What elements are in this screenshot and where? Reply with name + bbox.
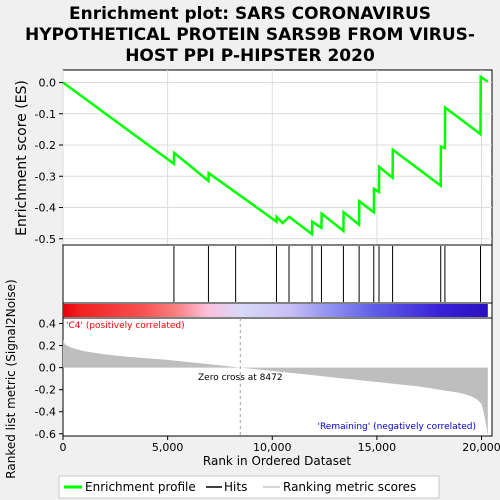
title-line-2: HYPOTHETICAL PROTEIN SARS9B FROM VIRUS- <box>25 25 475 45</box>
hits-area <box>62 244 493 304</box>
ranking-y-tick-label: 0.0 <box>39 362 57 375</box>
enrichment-y-tick-label: -0.4 <box>35 202 56 215</box>
legend-enrichment-label: Enrichment profile <box>85 480 196 494</box>
enrichment-gridlines <box>62 70 492 245</box>
x-tick-label: 0 <box>60 441 67 454</box>
x-tick-label: 20,000 <box>462 441 500 454</box>
enrichment-panel: 0.0 -0.1 -0.2 -0.3 -0.4 -0.5 <box>35 69 493 246</box>
negative-correlation-label: 'Remaining' (negatively correlated) <box>317 422 476 432</box>
positive-correlation-label: 'C4' (positively correlated) <box>66 321 185 331</box>
legend-ranking-label: Ranking metric scores <box>283 480 416 494</box>
ranking-y-tick-label: 0.2 <box>39 340 57 353</box>
x-tick-label: 5,000 <box>152 441 184 454</box>
legend: Enrichment profile Hits Ranking metric s… <box>58 475 440 499</box>
enrichment-y-tick-label: -0.1 <box>35 108 56 121</box>
ranking-y-axis-label: Ranked list metric (Signal2Noise) <box>4 279 18 478</box>
zero-cross-label: Zero cross at 8472 <box>198 373 283 383</box>
enrichment-profile-line <box>62 74 489 237</box>
legend-hits-label: Hits <box>224 480 247 494</box>
enrichment-y-tick-label: 0.0 <box>39 77 57 90</box>
ranking-metric-panel: 0.4 0.2 0.0 -0.2 -0.4 -0.6 'C4' (positively c… <box>35 317 493 441</box>
enrichment-y-axis: 0.0 -0.1 -0.2 -0.3 -0.4 -0.5 <box>35 77 63 246</box>
enrichment-y-axis-label: Enrichment score (ES) <box>14 80 30 236</box>
x-axis-label: Rank in Ordered Dataset <box>203 454 351 468</box>
ranking-y-tick-label: -0.4 <box>35 406 56 419</box>
x-tick-label: 15,000 <box>358 441 397 454</box>
ranking-metric-area <box>63 340 488 436</box>
ranked-list-heatmap <box>63 304 488 317</box>
enrichment-y-tick-label: -0.5 <box>35 233 56 246</box>
title-line-1: Enrichment plot: SARS CORONAVIRUS <box>69 4 431 24</box>
hits-markers <box>173 246 481 302</box>
enrichment-y-tick-label: -0.3 <box>35 170 56 183</box>
x-axis: 0 5,000 10,000 15,000 20,000 <box>60 436 500 454</box>
x-tick-label: 10,000 <box>253 441 292 454</box>
ranking-y-axis: 0.4 0.2 0.0 -0.2 -0.4 -0.6 <box>35 318 63 441</box>
title-line-3: HOST PPI P-HIPSTER 2020 <box>125 46 375 66</box>
ranking-y-tick-label: -0.6 <box>35 428 56 441</box>
ranking-y-tick-label: 0.4 <box>39 318 57 331</box>
enrichment-plot-area <box>62 69 493 246</box>
hits-panel <box>62 244 493 304</box>
legend-box <box>58 475 440 499</box>
ranking-y-tick-label: -0.2 <box>35 384 56 397</box>
enrichment-y-tick-label: -0.2 <box>35 139 56 152</box>
